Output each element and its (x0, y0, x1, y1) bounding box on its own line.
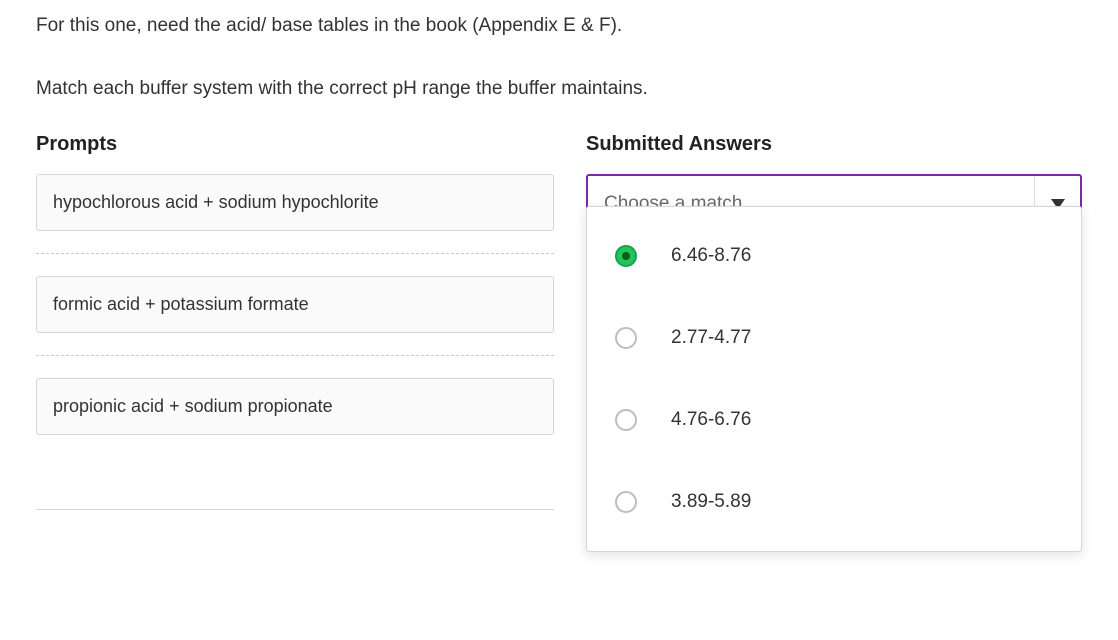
prompts-heading: Prompts (36, 133, 554, 156)
dropdown-option-1[interactable]: 6.46-8.76 (587, 215, 1081, 297)
match-dropdown: 6.46-8.76 2.77-4.77 4.76-6.76 3.89-5.89 (586, 206, 1082, 552)
option-label: 4.76-6.76 (671, 409, 751, 431)
radio-icon (615, 491, 637, 513)
prompt-item-1: hypochlorous acid + sodium hypochlorite (36, 174, 554, 231)
instruction-text-2: Match each buffer system with the correc… (36, 75, 1082, 104)
match-columns: Prompts hypochlorous acid + sodium hypoc… (36, 133, 1082, 510)
prompt-item-2: formic acid + potassium formate (36, 276, 554, 333)
dropdown-option-2[interactable]: 2.77-4.77 (587, 297, 1081, 379)
instruction-text-1: For this one, need the acid/ base tables… (36, 12, 1082, 41)
radio-icon (615, 409, 637, 431)
prompt-item-3: propionic acid + sodium propionate (36, 378, 554, 435)
dropdown-option-3[interactable]: 4.76-6.76 (587, 379, 1081, 461)
radio-icon (615, 327, 637, 349)
prompt-row: hypochlorous acid + sodium hypochlorite (36, 174, 554, 254)
dropdown-option-4[interactable]: 3.89-5.89 (587, 461, 1081, 543)
answers-column: Submitted Answers Choose a match 6.46-8.… (586, 133, 1082, 510)
option-label: 3.89-5.89 (671, 491, 751, 513)
radio-icon (615, 245, 637, 267)
prompt-row: propionic acid + sodium propionate (36, 378, 554, 457)
question-container: For this one, need the acid/ base tables… (0, 0, 1118, 510)
section-divider (36, 509, 554, 510)
option-label: 6.46-8.76 (671, 245, 751, 267)
prompts-column: Prompts hypochlorous acid + sodium hypoc… (36, 133, 554, 510)
option-label: 2.77-4.77 (671, 327, 751, 349)
prompt-row: formic acid + potassium formate (36, 276, 554, 356)
answers-heading: Submitted Answers (586, 133, 1082, 156)
